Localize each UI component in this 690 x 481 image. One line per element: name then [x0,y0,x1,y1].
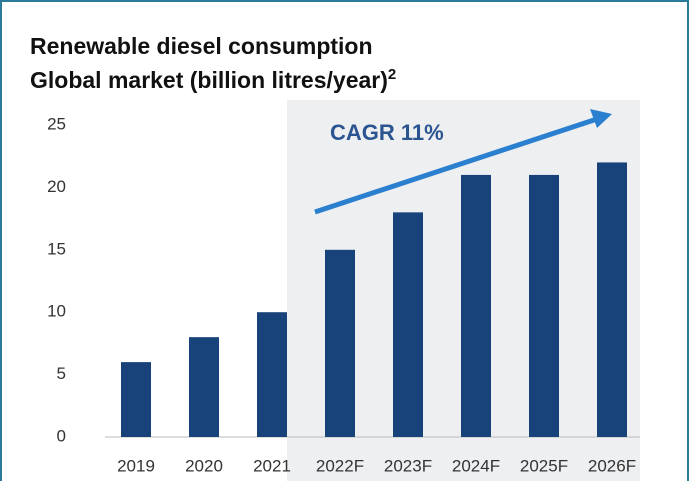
y-tick-label: 5 [57,364,66,383]
x-tick-label: 2020 [185,456,223,475]
x-tick-label: 2025F [520,456,568,475]
x-tick-label: 2019 [117,456,155,475]
x-tick-label: 2021 [253,456,291,475]
chart-title: Renewable diesel consumption [30,33,373,59]
bar [189,337,219,437]
x-tick-label: 2022F [316,456,364,475]
bar [393,212,423,437]
y-tick-label: 15 [47,239,66,258]
y-tick-label: 20 [47,177,66,196]
bar [257,312,287,437]
x-tick-label: 2023F [384,456,432,475]
bar [325,249,355,437]
bar [461,174,491,438]
chart-subtitle: Global market (billion litres/year)2 [30,66,396,93]
x-tick-label: 2024F [452,456,500,475]
bar [121,362,151,437]
trend-arrow [314,116,598,215]
bar [597,162,627,437]
y-tick-label: 0 [57,426,66,445]
y-tick-label: 10 [47,302,66,321]
arrow-head [590,109,612,128]
x-tick-label: 2026F [588,456,636,475]
bar [529,174,559,438]
y-tick-label: 25 [47,114,66,133]
annotation: CAGR 11% [330,120,444,145]
